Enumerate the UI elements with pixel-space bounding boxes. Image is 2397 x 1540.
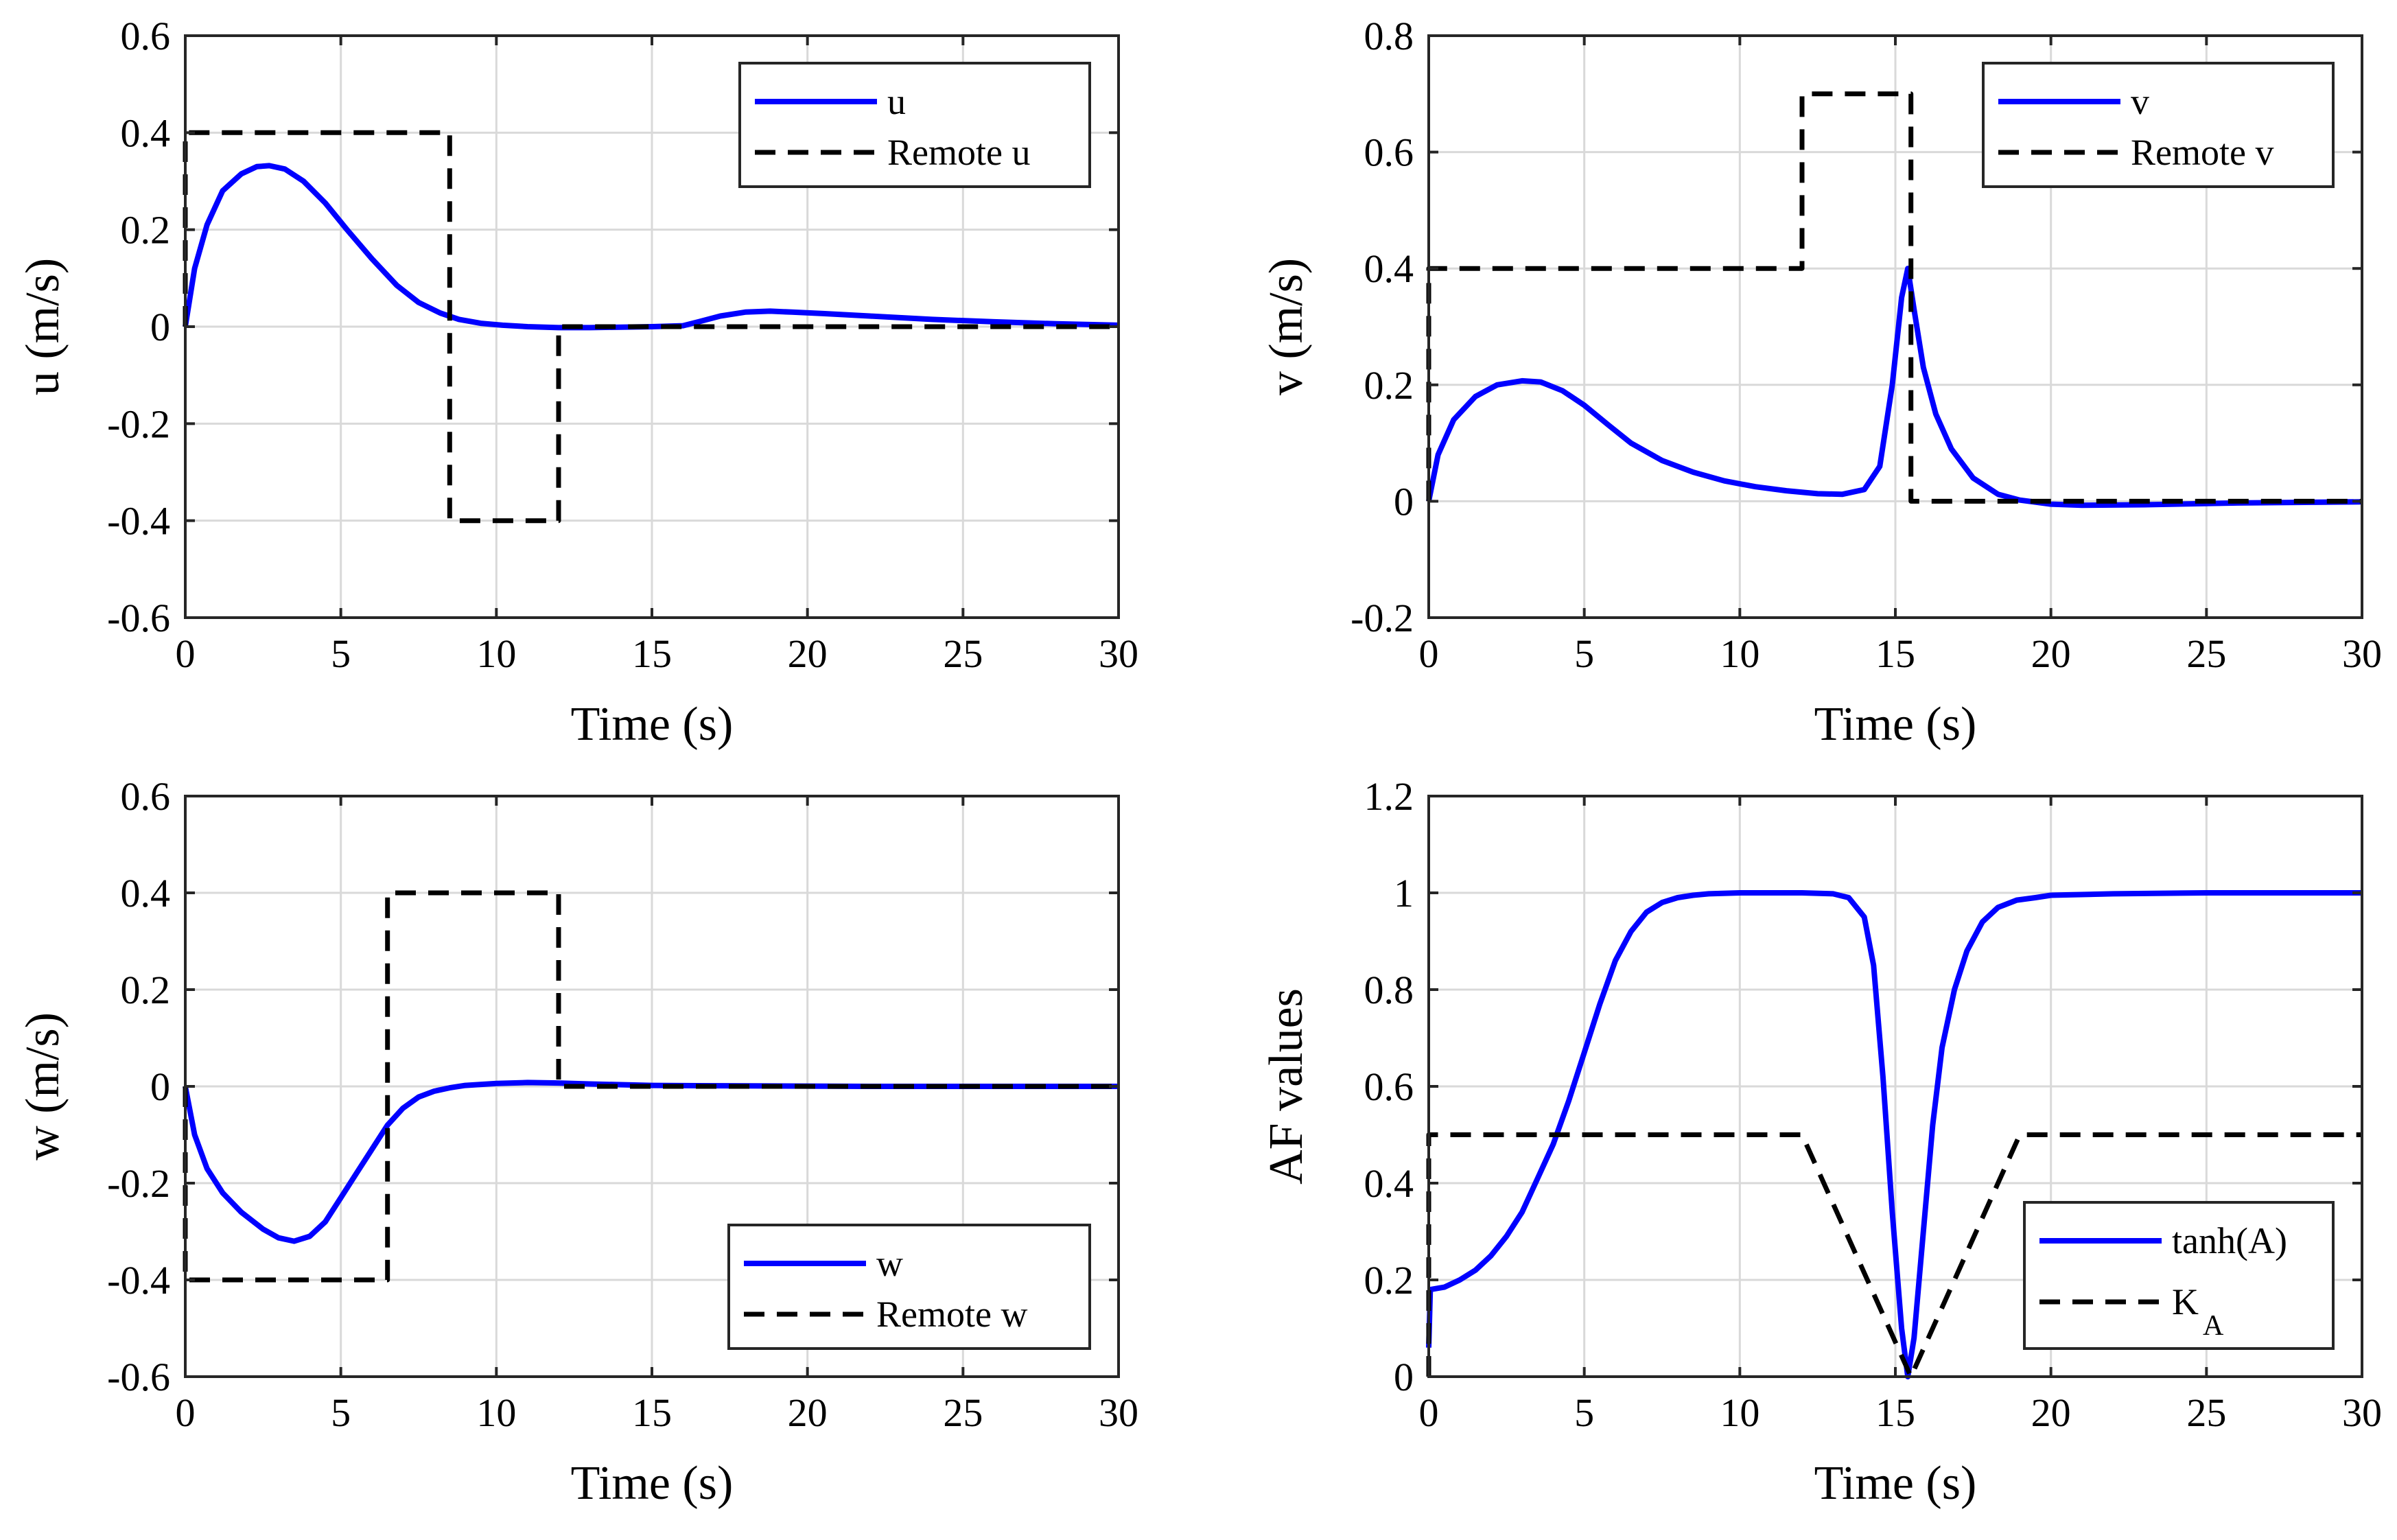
y-tick-label: 0.2 bbox=[1364, 363, 1414, 408]
y-tick-label: 0.8 bbox=[1364, 968, 1414, 1012]
series-line-tanh-a- bbox=[1426, 890, 2362, 1379]
x-axis-label: Time (s) bbox=[1814, 698, 1977, 751]
legend-label: Remote u bbox=[887, 132, 1030, 173]
x-axis-label: Time (s) bbox=[571, 1457, 734, 1510]
y-tick-label: 0 bbox=[150, 305, 170, 349]
y-tick-label: -0.2 bbox=[107, 401, 170, 446]
legend-box bbox=[727, 1224, 1091, 1350]
legend-label: w bbox=[876, 1243, 903, 1284]
y-tick-label: 0.4 bbox=[1364, 1161, 1414, 1206]
x-tick-label: 30 bbox=[2342, 631, 2382, 676]
x-tick-label: 25 bbox=[2186, 1390, 2226, 1435]
y-tick-label: -0.6 bbox=[107, 1355, 170, 1399]
x-axis-label: Time (s) bbox=[571, 698, 734, 751]
x-tick-label: 30 bbox=[1099, 631, 1138, 676]
x-tick-label: 0 bbox=[176, 631, 196, 676]
legend-box bbox=[1982, 62, 2335, 188]
legend-label: Remote w bbox=[876, 1294, 1027, 1335]
y-tick-label: 0.2 bbox=[1364, 1258, 1414, 1303]
x-tick-label: 25 bbox=[943, 1390, 983, 1435]
y-tick-label: -0.2 bbox=[107, 1161, 170, 1206]
x-tick-label: 25 bbox=[2186, 631, 2226, 676]
y-tick-label: 1 bbox=[1394, 871, 1414, 915]
series-line-u bbox=[183, 163, 1119, 331]
x-tick-label: 15 bbox=[1875, 1390, 1915, 1435]
x-tick-label: 30 bbox=[2342, 1390, 2382, 1435]
y-tick-label: 0.6 bbox=[1364, 1064, 1414, 1109]
y-tick-label: 0.6 bbox=[1364, 130, 1414, 175]
x-axis-label: Time (s) bbox=[1814, 1457, 1977, 1510]
legend: w Remote w bbox=[727, 1224, 1091, 1350]
x-tick-label: 15 bbox=[632, 1390, 672, 1435]
y-axis-label: AF values bbox=[1260, 988, 1313, 1185]
legend-box bbox=[738, 62, 1091, 188]
legend: u Remote u bbox=[738, 62, 1091, 188]
y-tick-label: 0.2 bbox=[121, 968, 171, 1012]
y-tick-label: 0 bbox=[150, 1064, 170, 1109]
y-tick-label: -0.4 bbox=[107, 1258, 170, 1303]
x-tick-label: 5 bbox=[331, 1390, 351, 1435]
y-tick-label: 0.4 bbox=[121, 110, 171, 155]
x-tick-label: 20 bbox=[788, 631, 828, 676]
x-tick-label: 15 bbox=[632, 631, 672, 676]
y-tick-label: 0.8 bbox=[1364, 14, 1414, 58]
x-tick-label: 5 bbox=[1574, 631, 1594, 676]
y-tick-label: -0.4 bbox=[107, 499, 170, 544]
x-tick-label: 10 bbox=[476, 1390, 516, 1435]
legend-label: tanh(A) bbox=[2172, 1220, 2287, 1261]
y-tick-label: 0.6 bbox=[121, 14, 171, 58]
x-tick-label: 20 bbox=[2031, 1390, 2071, 1435]
y-tick-label: 0.4 bbox=[121, 871, 171, 915]
x-tick-label: 0 bbox=[176, 1390, 196, 1435]
legend: tanh(A) KA bbox=[2023, 1201, 2335, 1350]
subplot-4: 0 5 10 15 20 25 30 0 0.2 0.4 0.6 0.8 1 1.2 Time (s) AF … bbox=[1260, 774, 2382, 1510]
legend-label-subscript: A bbox=[2203, 1310, 2224, 1342]
y-tick-label: 0.6 bbox=[121, 774, 171, 819]
subplot-3: 0 5 10 15 20 25 30 -0.6 -0.4 -0.2 0 0.2 0.4 0.6 Time (… bbox=[16, 774, 1138, 1510]
x-tick-label: 0 bbox=[1419, 631, 1439, 676]
legend-box bbox=[2023, 1201, 2335, 1350]
y-axis-label: v (m/s) bbox=[1260, 258, 1313, 395]
y-axis-label: w (m/s) bbox=[16, 1012, 69, 1160]
x-tick-label: 10 bbox=[1720, 1390, 1759, 1435]
x-tick-label: 15 bbox=[1875, 631, 1915, 676]
x-tick-label: 10 bbox=[1720, 631, 1759, 676]
y-tick-label: 1.2 bbox=[1364, 774, 1414, 819]
y-axis-label: u (m/s) bbox=[16, 258, 69, 395]
legend-label: v bbox=[2131, 81, 2149, 122]
x-tick-label: 30 bbox=[1099, 1390, 1138, 1435]
x-tick-label: 20 bbox=[788, 1390, 828, 1435]
legend-label: Remote v bbox=[2131, 132, 2273, 173]
y-tick-label: -0.2 bbox=[1350, 596, 1414, 640]
y-tick-label: 0.4 bbox=[1364, 246, 1414, 291]
subplot-1: 0 5 10 15 20 25 30 -0.6 -0.4 -0.2 0 0.2 0.4 0.6 Time (… bbox=[16, 14, 1138, 751]
y-tick-label: -0.6 bbox=[107, 596, 170, 640]
legend-label: K bbox=[2172, 1281, 2199, 1322]
y-tick-label: 0 bbox=[1394, 1355, 1414, 1399]
x-tick-label: 25 bbox=[943, 631, 983, 676]
legend: v Remote v bbox=[1982, 62, 2335, 188]
x-tick-label: 5 bbox=[1574, 1390, 1594, 1435]
x-tick-label: 0 bbox=[1419, 1390, 1439, 1435]
y-tick-label: 0.2 bbox=[121, 208, 171, 253]
x-tick-label: 20 bbox=[2031, 631, 2071, 676]
x-tick-label: 5 bbox=[331, 631, 351, 676]
series-line-w bbox=[183, 1080, 1119, 1244]
legend-label: u bbox=[887, 81, 906, 122]
series-line-v bbox=[1426, 266, 2363, 509]
x-tick-label: 10 bbox=[476, 631, 516, 676]
y-tick-label: 0 bbox=[1394, 479, 1414, 524]
